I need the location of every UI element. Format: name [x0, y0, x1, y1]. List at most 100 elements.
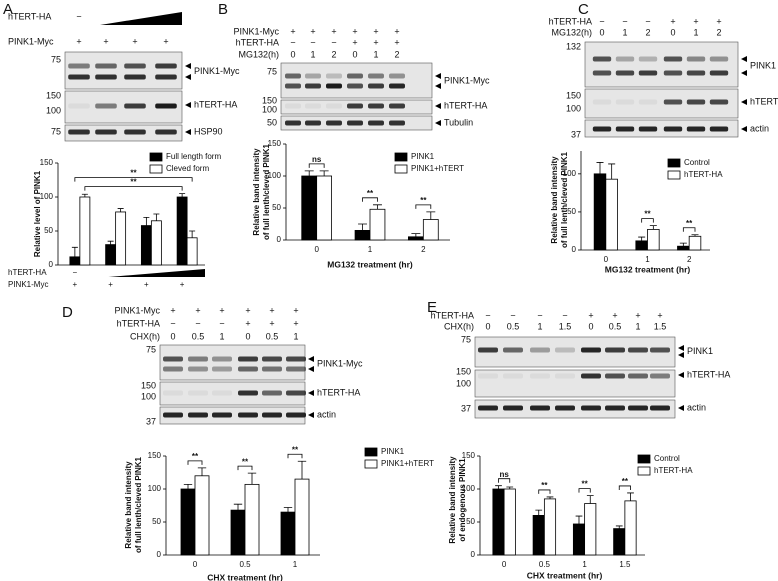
error-bar — [179, 193, 186, 197]
lane-cell: + — [693, 16, 698, 26]
blot-band — [615, 99, 635, 105]
legend-label: Full length form — [166, 152, 221, 161]
blot-band — [581, 347, 601, 353]
blot-band — [709, 70, 729, 76]
band-label: PINK1-Myc — [444, 75, 490, 85]
blot-band — [305, 103, 321, 109]
error-bar — [426, 211, 436, 220]
blot-band — [163, 412, 183, 418]
significance-label: ** — [541, 481, 548, 490]
lane-cell: + — [635, 310, 640, 320]
blot-band — [686, 99, 706, 105]
blot-band — [285, 120, 301, 126]
band-label: PINK1 — [687, 346, 713, 356]
gradient-triangle — [100, 12, 182, 25]
bar — [647, 229, 660, 251]
size-marker: 150 — [262, 95, 277, 105]
size-marker: 37 — [571, 129, 581, 139]
legend-label: Cleved form — [166, 164, 209, 173]
row-label: PINK1-Myc — [233, 26, 279, 36]
lane-cell: 2 — [331, 49, 336, 59]
lane-cell: + — [163, 36, 168, 46]
blot-band — [581, 373, 601, 379]
y-tick-label: 150 — [462, 451, 476, 460]
error-bar — [586, 495, 594, 504]
legend-swatch — [149, 164, 163, 174]
panel-letter: E — [427, 299, 437, 316]
bar — [605, 178, 618, 251]
band-arrow — [435, 103, 441, 109]
blot-band — [285, 73, 301, 79]
lane-cell: − — [170, 318, 175, 328]
error-bar — [247, 472, 257, 485]
lane-cell: 0 — [599, 27, 604, 37]
row-label: MG132(h) — [238, 49, 279, 59]
blot-band — [605, 373, 625, 379]
blot-band — [286, 412, 306, 418]
blot-band — [650, 347, 670, 353]
lane-cell: + — [670, 16, 675, 26]
band-arrow — [308, 412, 314, 418]
blot-band — [615, 126, 635, 132]
band-arrow — [435, 120, 441, 126]
lane-cell: − — [510, 310, 515, 320]
row-cell: − — [73, 268, 78, 277]
legend-swatch — [364, 447, 378, 457]
blot-band — [628, 347, 648, 353]
blot-band — [305, 120, 321, 126]
blot-band — [592, 126, 612, 132]
bar — [422, 219, 439, 241]
blot-band — [163, 390, 183, 396]
blot-band — [124, 103, 146, 109]
lane-cell: + — [352, 26, 357, 36]
lane-cell: 0 — [170, 331, 175, 341]
blot-band — [238, 390, 258, 396]
blot-band — [188, 356, 208, 362]
blot-band — [709, 99, 729, 105]
blot-band — [188, 412, 208, 418]
blot-band — [663, 56, 683, 62]
error-bar — [596, 162, 604, 174]
bar — [115, 211, 127, 266]
legend-swatch — [394, 152, 408, 162]
bar — [280, 511, 296, 556]
band-arrow — [741, 126, 747, 132]
significance-bracket — [618, 485, 631, 490]
band-arrow — [308, 356, 314, 362]
blot-band — [709, 56, 729, 62]
blot-band — [530, 347, 550, 353]
error-bar — [233, 503, 243, 511]
bar — [369, 208, 386, 241]
blot-band — [95, 74, 117, 80]
band-arrow — [435, 73, 441, 79]
blot-band — [503, 405, 523, 411]
lane-cell: 1 — [293, 331, 298, 341]
lane-cell: 0.5 — [266, 331, 279, 341]
bar — [635, 240, 648, 251]
bar — [194, 475, 210, 556]
blot-band — [389, 73, 405, 79]
blot-band — [555, 373, 575, 379]
blot-band — [285, 83, 301, 89]
blot-strip — [474, 399, 676, 419]
blot-band — [389, 83, 405, 89]
significance-bracket — [84, 186, 183, 191]
blot-band — [155, 74, 177, 80]
x-tick-label: 0 — [314, 245, 319, 254]
lane-cell: + — [310, 26, 315, 36]
blot-band — [368, 83, 384, 89]
error-bar — [649, 225, 657, 230]
band-arrow — [435, 83, 441, 89]
legend-label: PINK1+hTERT — [381, 459, 434, 468]
size-marker: 150 — [456, 366, 471, 376]
band-label: actin — [750, 123, 769, 133]
blot-band — [285, 103, 301, 109]
band-arrow — [741, 99, 747, 105]
lane-cell: 0 — [485, 321, 490, 331]
lane-cell: − — [195, 318, 200, 328]
lane-cell: 2 — [716, 27, 721, 37]
y-tick-label: 50 — [567, 207, 576, 216]
blot-band — [478, 405, 498, 411]
blot-strip — [64, 51, 183, 90]
bar — [294, 478, 310, 556]
